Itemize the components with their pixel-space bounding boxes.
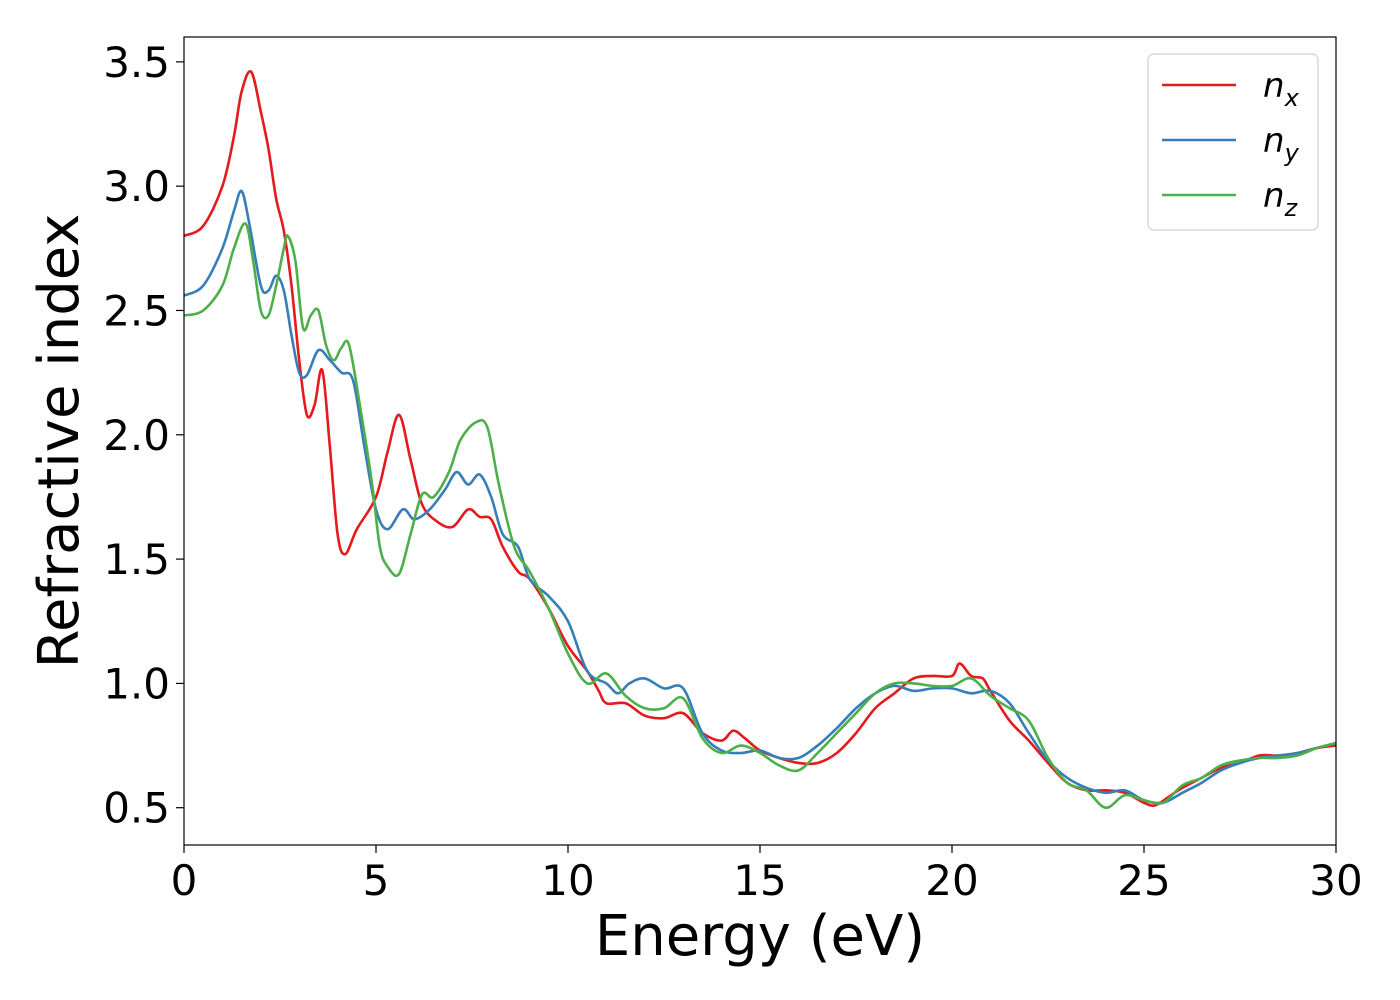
x-tick-label: 30 xyxy=(1309,856,1362,905)
y-axis-ticks: 0.5 1.0 1.5 2.0 2.5 3.0 3.5 xyxy=(103,38,184,833)
x-axis-ticks: 0 5 10 15 20 25 30 xyxy=(171,845,1363,905)
y-tick-label: 2.0 xyxy=(103,411,170,460)
y-tick-label: 1.0 xyxy=(103,659,170,708)
x-tick-label: 25 xyxy=(1117,856,1170,905)
y-tick-label: 1.5 xyxy=(103,535,170,584)
y-tick-label: 3.5 xyxy=(103,38,170,87)
legend-label-ny: ny xyxy=(1263,121,1300,167)
series-layer xyxy=(184,69,1336,810)
y-tick-label: 2.5 xyxy=(103,286,170,335)
legend: nx ny nz xyxy=(1147,53,1319,231)
y-axis-label: Refractive index xyxy=(27,214,92,669)
x-tick-label: 0 xyxy=(171,856,198,905)
legend-box xyxy=(1147,53,1319,231)
series-line-nx xyxy=(184,69,1336,807)
y-tick-label: 3.0 xyxy=(103,162,170,211)
y-tick-label: 0.5 xyxy=(103,784,170,833)
x-axis-label: Energy (eV) xyxy=(595,904,925,969)
plot-background xyxy=(184,37,1336,845)
x-tick-label: 15 xyxy=(733,856,786,905)
series-line-ny xyxy=(184,189,1336,805)
legend-label-nx: nx xyxy=(1263,66,1300,112)
x-tick-label: 10 xyxy=(541,856,594,905)
legend-label-nz: nz xyxy=(1263,176,1299,222)
x-tick-label: 20 xyxy=(925,856,978,905)
x-tick-label: 5 xyxy=(363,856,390,905)
series-line-nz xyxy=(184,222,1336,810)
